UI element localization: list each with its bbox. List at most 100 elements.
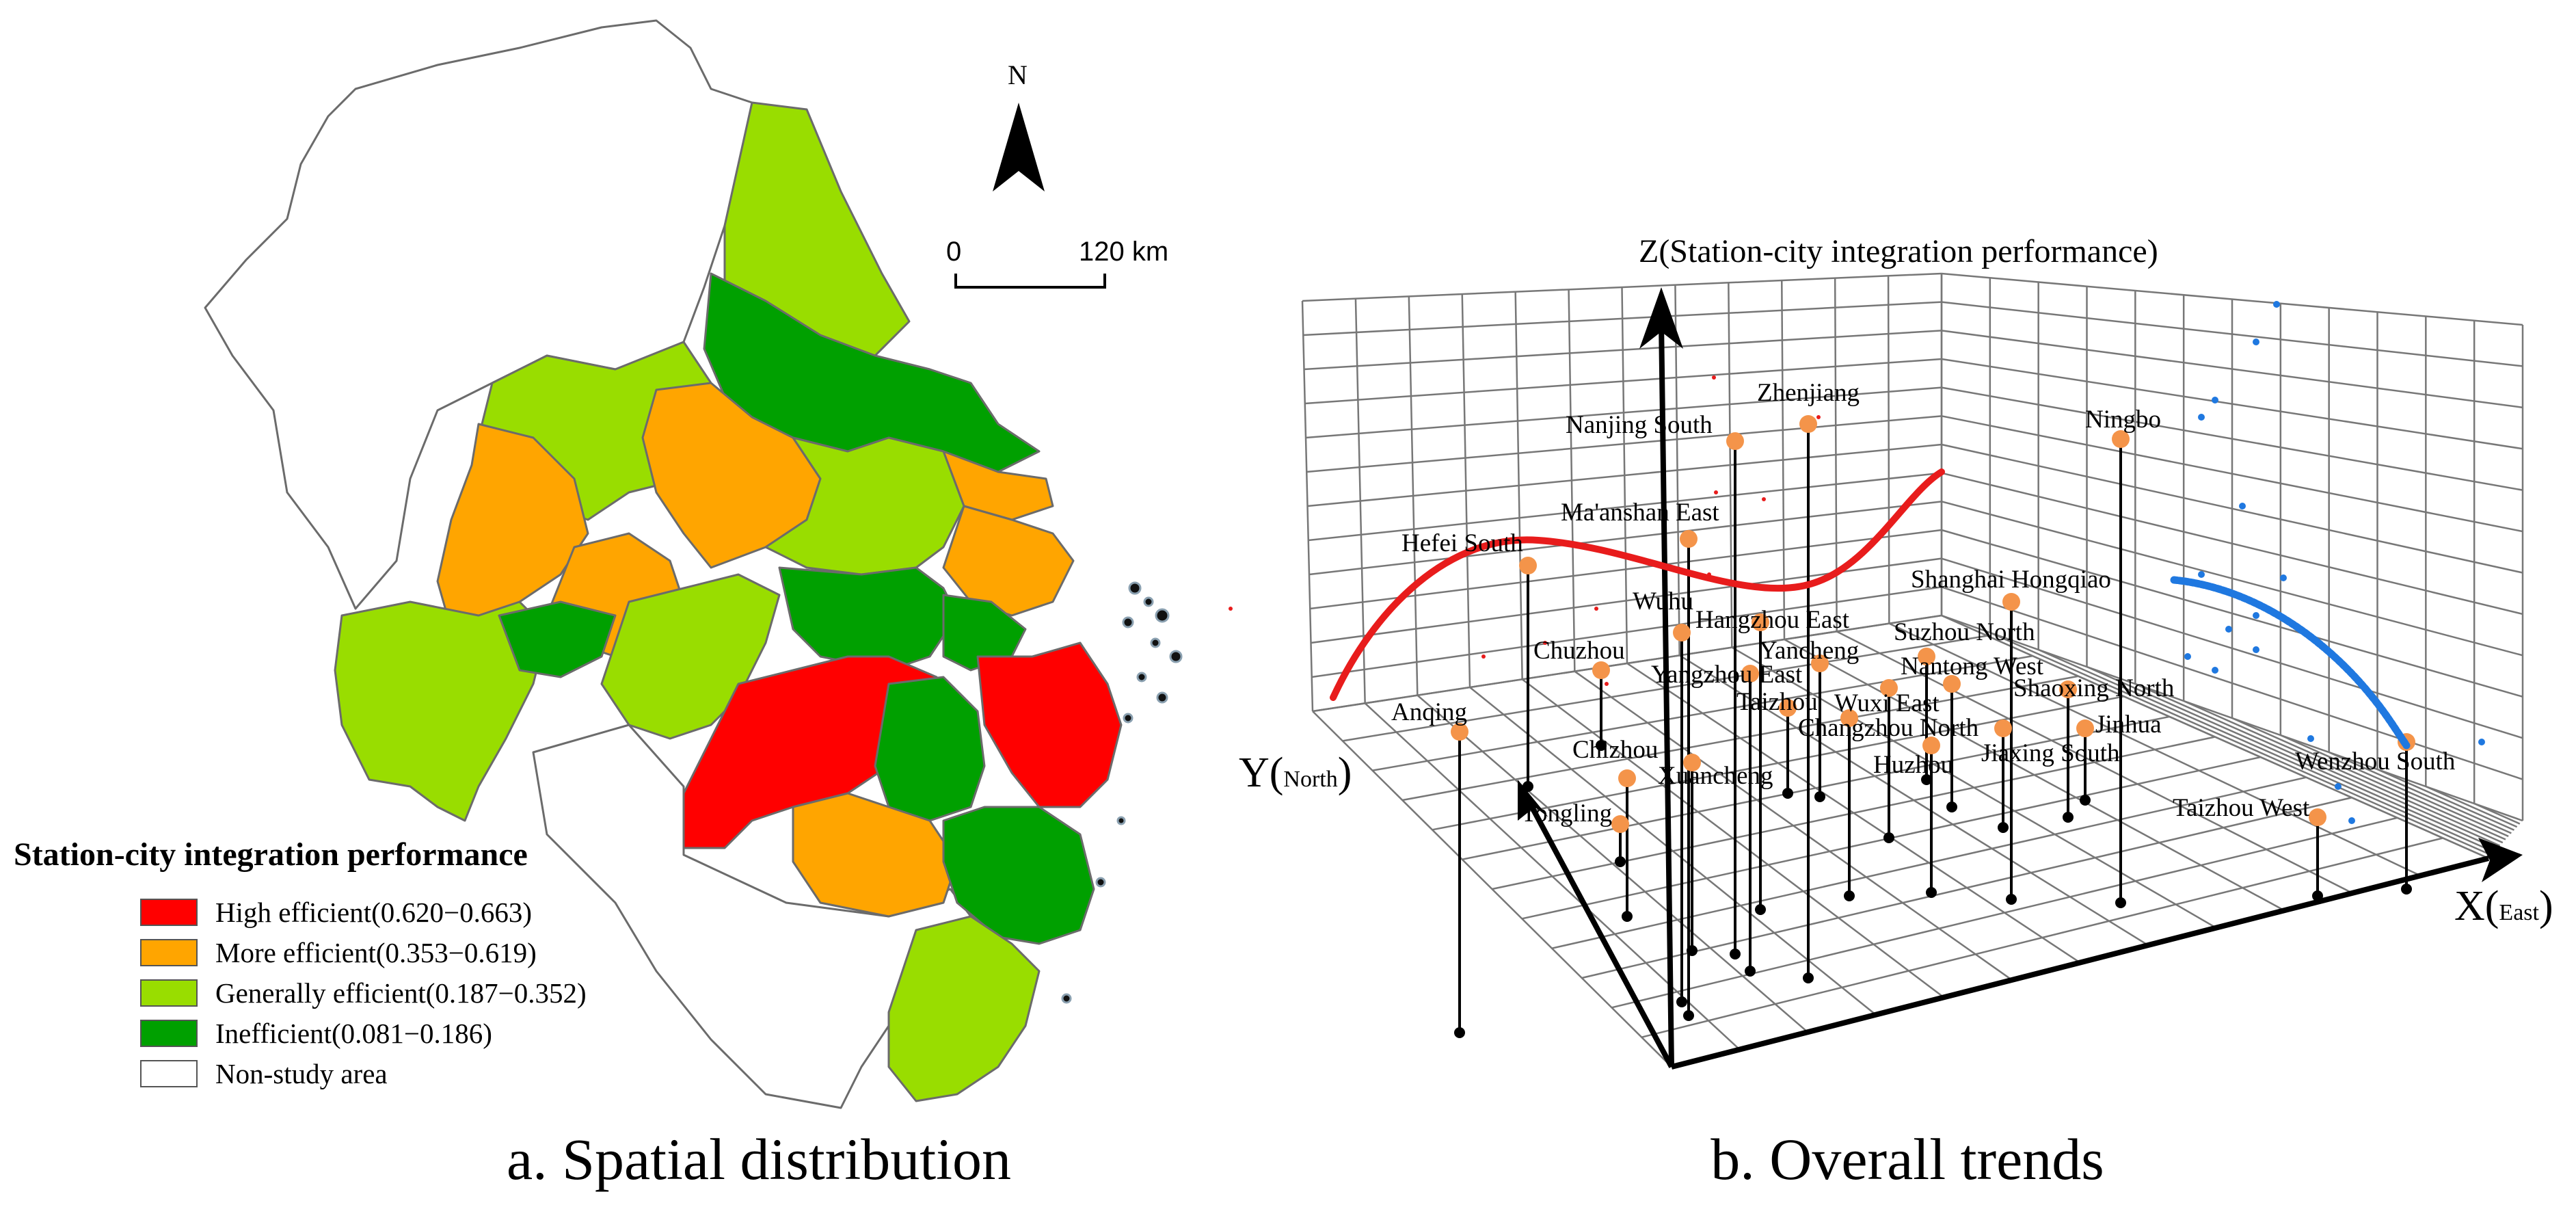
station-point-tongling bbox=[1611, 815, 1629, 833]
coastal-islands bbox=[1061, 581, 1183, 1004]
station-point-yancheng bbox=[1811, 654, 1829, 672]
legend-item-more: More efficient(0.353−0.619) bbox=[140, 936, 537, 969]
station-label-yancheng: Yancheng bbox=[1759, 637, 1860, 665]
station-base-ma-anshan-east bbox=[1683, 1010, 1694, 1021]
station-base-hefei-south bbox=[1522, 781, 1533, 792]
station-point-nanjing-south bbox=[1726, 432, 1744, 450]
station-label-jiaxing-south: Jiaxing South bbox=[1981, 739, 2120, 767]
z-axis-label: Z(Station-city integration performance) bbox=[1639, 233, 2158, 269]
region-ningbo bbox=[976, 641, 1123, 808]
station-label-huzhou: Huzhou bbox=[1873, 751, 1954, 779]
station-label-suzhou-north: Suzhou North bbox=[1894, 618, 2035, 646]
legend-item-general: Generally efficient(0.187−0.352) bbox=[140, 977, 587, 1009]
station-point-shaoxing-north bbox=[2059, 680, 2077, 698]
station-label-nantong-west: Nantong West bbox=[1901, 652, 2044, 680]
legend-swatch bbox=[140, 1020, 198, 1047]
x-axis-arrow-icon bbox=[2478, 838, 2523, 882]
x-axis-label-close: ) bbox=[2538, 883, 2553, 929]
station-label-hefei-south: Hefei South bbox=[1401, 529, 1523, 557]
station-label-hangzhou-east: Hangzhou East bbox=[1695, 606, 1850, 634]
station-base-tongling bbox=[1615, 856, 1626, 867]
station-point-hefei-south bbox=[1519, 557, 1537, 574]
station-base-hangzhou-east bbox=[1755, 904, 1766, 915]
legend-swatch bbox=[140, 899, 198, 926]
station-point-changzhou-north bbox=[1840, 709, 1858, 727]
station-label-zhenjiang: Zhenjiang bbox=[1757, 379, 1860, 407]
west-projection-points bbox=[1229, 375, 1821, 686]
station-point-suzhou-north bbox=[1918, 648, 1935, 665]
legend-swatch bbox=[140, 1060, 198, 1087]
north-arrow-icon bbox=[993, 103, 1045, 191]
station-base-shanghai-hongqiao bbox=[2006, 894, 2017, 905]
legend-label: High efficient(0.620−0.663) bbox=[215, 897, 533, 928]
legend-swatch bbox=[140, 939, 198, 966]
station-label-changzhou-north: Changzhou North bbox=[1798, 714, 1979, 742]
scale-start: 0 bbox=[946, 237, 962, 267]
station-base-yangzhou-east bbox=[1745, 966, 1756, 977]
legend-title: Station-city integration performance bbox=[14, 836, 528, 873]
station-base-wuhu bbox=[1676, 996, 1687, 1007]
station-label-tongling: Tongling bbox=[1521, 799, 1613, 828]
station-base-anqing bbox=[1454, 1027, 1465, 1038]
station-base-jinhua bbox=[2080, 795, 2091, 806]
station-point-jiaxing-south bbox=[1994, 719, 2012, 737]
legend-item-high: High efficient(0.620−0.663) bbox=[140, 896, 532, 929]
station-label-jinhua: Jinhua bbox=[2095, 711, 2162, 739]
x-axis-label-main: X( bbox=[2454, 883, 2499, 929]
legend-label: Generally efficient(0.187−0.352) bbox=[215, 977, 587, 1009]
region-wenzhou bbox=[887, 915, 1041, 1102]
station-label-chizhou: Chizhou bbox=[1572, 736, 1659, 764]
caption-b: b. Overall trends bbox=[1710, 1126, 2104, 1192]
station-point-ma-anshan-east bbox=[1680, 530, 1698, 548]
station-label-wuxi-east: Wuxi East bbox=[1834, 689, 1940, 717]
station-label-shaoxing-north: Shaoxing North bbox=[2013, 674, 2175, 702]
station-label-yangzhou-east: Yangzhou East bbox=[1651, 661, 1803, 689]
station-point-ningbo bbox=[2112, 430, 2130, 448]
spatial-distribution-map bbox=[204, 19, 1183, 1109]
region-chizhou bbox=[498, 600, 617, 678]
east-trend-curve bbox=[2170, 576, 2411, 750]
station-point-taizhou-west bbox=[2309, 808, 2326, 826]
station-base-taizhou-west bbox=[2312, 890, 2323, 901]
station-label-taizhou-west: Taizhou West bbox=[2173, 794, 2310, 822]
y-axis-label: Y(North) bbox=[1239, 749, 1352, 797]
legend-item-non-study: Non-study area bbox=[140, 1057, 388, 1090]
north-label: N bbox=[1008, 59, 1028, 90]
x-axis-label: X(East) bbox=[2454, 882, 2553, 931]
station-label-ningbo: Ningbo bbox=[2085, 406, 2161, 434]
legend-item-inefficient: Inefficient(0.081−0.186) bbox=[140, 1017, 492, 1050]
scale-end: 120 km bbox=[1079, 237, 1169, 267]
legend-label: Non-study area bbox=[215, 1058, 388, 1089]
legend-swatch bbox=[140, 979, 198, 1007]
station-point-zhenjiang bbox=[1799, 415, 1817, 433]
station-points bbox=[1451, 415, 2415, 833]
station-base-changzhou-north bbox=[1844, 890, 1855, 901]
z-axis-arrow-icon bbox=[1639, 287, 1683, 349]
station-base-huzhou bbox=[1926, 887, 1937, 898]
station-point-jinhua bbox=[2076, 719, 2094, 737]
station-label-shanghai-hongqiao: Shanghai Hongqiao bbox=[1911, 566, 2111, 594]
station-label-wuhu: Wuhu bbox=[1633, 587, 1693, 615]
station-label-anqing: Anqing bbox=[1391, 698, 1467, 726]
station-label-ma-anshan-east: Ma'anshan East bbox=[1561, 499, 1719, 527]
caption-a: a. Spatial distribution bbox=[506, 1126, 1012, 1192]
legend-label: More efficient(0.353−0.619) bbox=[215, 937, 537, 968]
region-shaoxing-south bbox=[874, 676, 986, 822]
station-base-xuancheng bbox=[1687, 945, 1698, 956]
y-axis-label-main: Y( bbox=[1239, 750, 1284, 796]
region-anqing bbox=[334, 600, 548, 822]
station-label-chuzhou: Chuzhou bbox=[1533, 637, 1625, 665]
station-point-shanghai-hongqiao bbox=[2002, 593, 2020, 611]
region-shanghai bbox=[942, 505, 1075, 617]
station-label-xuancheng: Xuancheng bbox=[1658, 762, 1773, 790]
station-label-nanjing-south: Nanjing South bbox=[1566, 411, 1713, 439]
station-point-huzhou bbox=[1922, 737, 1940, 754]
station-base-nanjing-south bbox=[1730, 949, 1741, 959]
station-base-yancheng bbox=[1814, 791, 1825, 802]
station-point-taizhou bbox=[1779, 699, 1797, 717]
x-axis-label-sub: East bbox=[2499, 900, 2539, 925]
station-point-nantong-west bbox=[1943, 675, 1961, 693]
station-point-anqing bbox=[1451, 723, 1468, 741]
station-base-zhenjiang bbox=[1803, 972, 1814, 983]
station-label-wenzhou-south: Wenzhou South bbox=[2295, 747, 2456, 776]
